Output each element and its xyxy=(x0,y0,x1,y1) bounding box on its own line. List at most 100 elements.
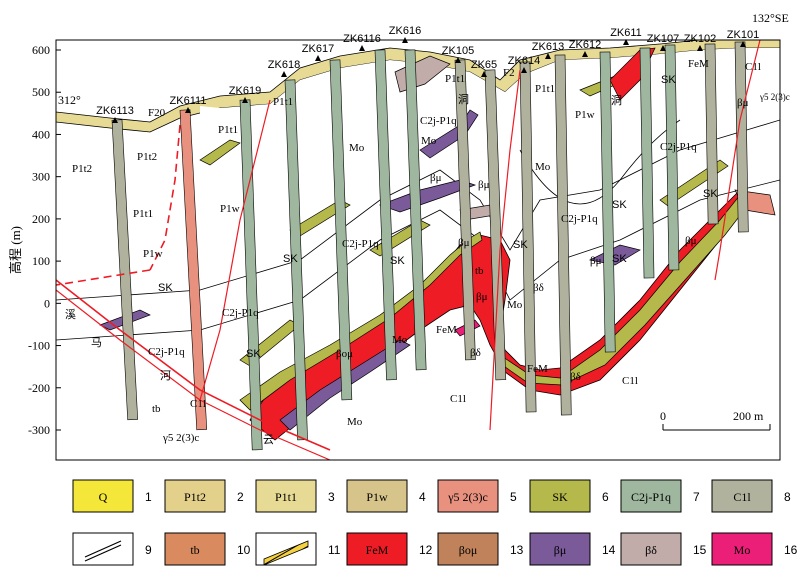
label-gs-a: γ5 2(3)c xyxy=(162,432,199,444)
legend-swatch xyxy=(255,479,317,513)
y-tick-label: -300 xyxy=(28,423,50,437)
borehole-label: ZK101 xyxy=(727,29,759,41)
legend-swatch xyxy=(437,479,499,513)
borehole-marker xyxy=(402,37,408,43)
label-sk-c: SK xyxy=(390,255,405,267)
borehole-marker xyxy=(582,51,588,57)
borehole-label: ZK6111 xyxy=(170,95,207,107)
legend-swatch xyxy=(620,532,682,566)
legend-line-icon xyxy=(84,544,122,562)
label-p1t2-b: P1t2 xyxy=(137,151,157,163)
borehole-marker xyxy=(281,71,287,77)
legend-label: C1l xyxy=(733,490,751,504)
label-sk-g: SK xyxy=(612,253,627,265)
y-tick-label: 200 xyxy=(32,212,50,226)
legend-number: 13 xyxy=(510,543,524,557)
label-mo-c: Mo xyxy=(535,161,551,173)
legend-number: 11 xyxy=(328,543,341,557)
legend-item: P1t2 2 xyxy=(164,479,244,513)
section-label-group: P1t2 P1t2 P1t1 P1t1 P1t1 P1t1 P1t1 P1w P… xyxy=(65,58,790,446)
legend-label: Q xyxy=(99,490,108,504)
legend-swatch xyxy=(164,532,226,566)
label-c1l-a: C1l xyxy=(190,398,206,410)
orientation-left: 312° xyxy=(58,93,81,107)
legend-number: 14 xyxy=(602,543,616,557)
label-c1l-d: C1l xyxy=(745,61,761,73)
fault-lower-left xyxy=(56,279,331,451)
legend-label: βμ xyxy=(554,543,567,557)
borehole-marker xyxy=(660,45,666,51)
label-chan-b: 洞 xyxy=(611,94,622,107)
legend-label: tb xyxy=(190,543,199,557)
legend-number: 6 xyxy=(602,490,609,504)
legend-number: 3 xyxy=(328,490,335,504)
scale-bar: 0 200 m xyxy=(660,409,771,431)
legend-swatch xyxy=(711,479,773,513)
borehole-label: ZK614 xyxy=(508,55,540,67)
label-p1t1-e: P1t1 xyxy=(535,83,555,95)
legend-item: βμ 14 xyxy=(529,532,616,566)
label-sk-d: SK xyxy=(246,348,261,360)
legend-number: 16 xyxy=(784,543,798,557)
borehole-marker xyxy=(242,97,248,103)
legend-number: 1 xyxy=(145,490,152,504)
y-tick-label: 400 xyxy=(32,127,50,141)
borehole-label: ZK105 xyxy=(442,45,474,57)
label-yun: 云 xyxy=(263,434,274,446)
label-sk-e: SK xyxy=(513,239,528,251)
legend-swatch xyxy=(529,532,591,566)
label-sk-h: SK xyxy=(703,188,718,200)
legend-item: C2j-P1q 7 xyxy=(620,479,700,513)
legend-label: C2j-P1q xyxy=(631,490,671,504)
borehole-label: ZK619 xyxy=(229,85,261,97)
borehole-label: ZK6113 xyxy=(96,105,134,117)
legend-line-icon xyxy=(84,540,122,558)
fault-label-f20: F20 xyxy=(148,107,166,119)
legend-number: 4 xyxy=(419,490,426,504)
borehole-marker xyxy=(112,117,118,123)
borehole-marker xyxy=(623,39,629,45)
legend-number: 10 xyxy=(237,543,251,557)
label-fem-c: FeM xyxy=(688,58,709,70)
y-tick-label: -100 xyxy=(28,339,50,353)
legend-swatch xyxy=(255,532,317,566)
label-fem-a: FeM xyxy=(436,324,457,336)
fault-label-f2: F2 xyxy=(503,67,515,79)
borehole-label: ZK611 xyxy=(610,27,642,39)
label-cjp-d: C2j-P1q xyxy=(420,115,457,127)
label-bmu-a: βμ xyxy=(430,172,442,184)
fault-right xyxy=(714,40,761,281)
label-p1t1-b: P1t1 xyxy=(218,124,238,136)
borehole-label: ZK102 xyxy=(684,33,716,45)
label-chan-a: 洞 xyxy=(458,93,469,106)
label-mo-f: Mo xyxy=(347,416,363,428)
label-bmu-b: βμ xyxy=(478,179,490,191)
legend-item: FeM 12 xyxy=(346,532,433,566)
borehole-marker xyxy=(359,45,365,51)
label-cjp-a: C2j-P1q xyxy=(148,346,185,358)
legend-swatch xyxy=(620,479,682,513)
label-bmu-f: βμ xyxy=(685,235,697,247)
borehole-marker xyxy=(315,55,321,61)
legend-label: P1w xyxy=(366,490,388,504)
y-tick-label: 500 xyxy=(32,85,50,99)
borehole-marker xyxy=(185,107,191,113)
label-bom: βομ xyxy=(336,348,353,360)
legend-label: βομ xyxy=(459,543,478,557)
label-p1t1-a: P1t1 xyxy=(133,208,153,220)
label-cjp-b: C2j-P1q xyxy=(222,307,259,319)
label-bd-c: βδ xyxy=(570,371,581,383)
label-p1t1-c: P1t1 xyxy=(273,96,293,108)
label-cjp-e: C2j-P1q xyxy=(561,213,598,225)
label-fem-b: FeM xyxy=(527,363,548,375)
y-tick-label: 600 xyxy=(32,43,50,57)
legend-swatch xyxy=(346,479,408,513)
borehole-label: ZK65 xyxy=(471,59,497,71)
legend-item: C1l 8 xyxy=(711,479,791,513)
label-p1w-c: P1w xyxy=(575,109,595,121)
borehole-marker xyxy=(455,57,461,63)
legend-label: Mo xyxy=(734,543,751,557)
legend-swatch xyxy=(72,479,134,513)
borehole-marker xyxy=(521,67,527,73)
